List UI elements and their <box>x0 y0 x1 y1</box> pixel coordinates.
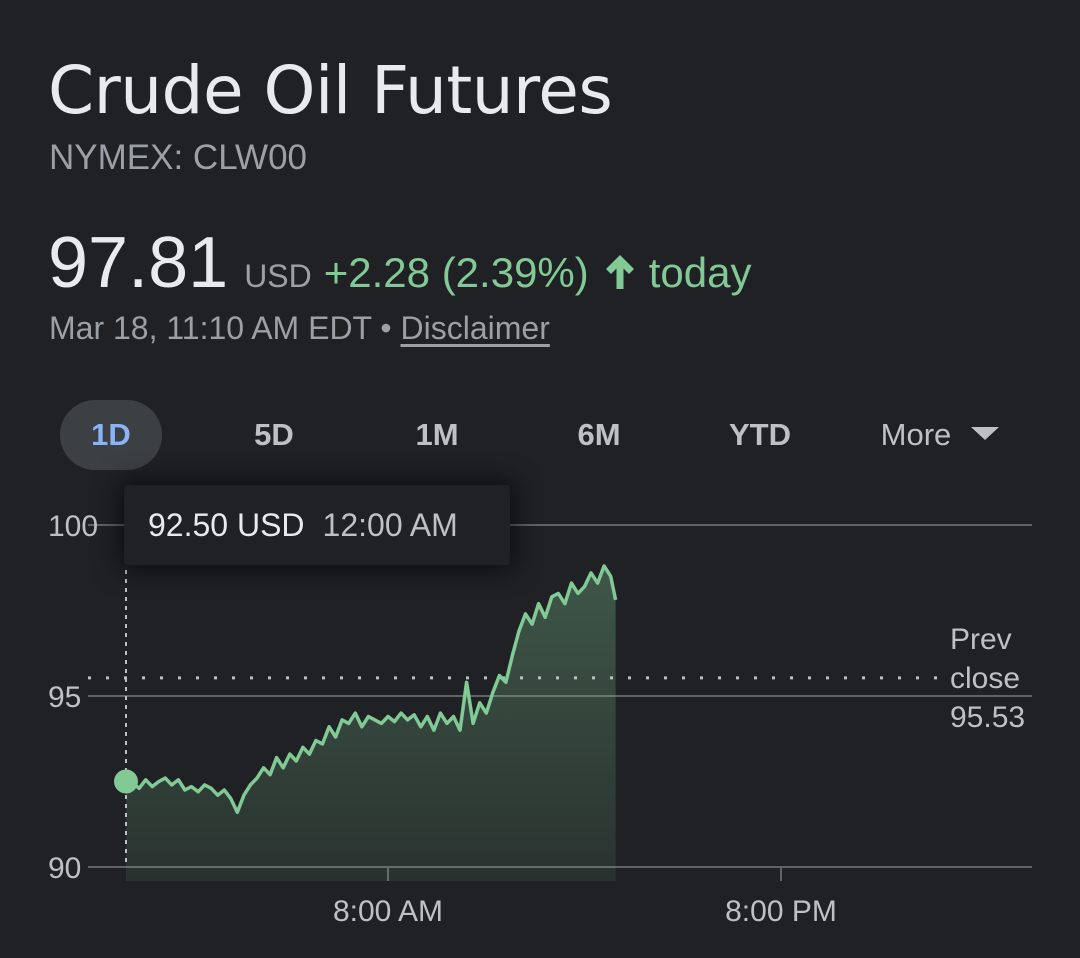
price-change: +2.28 (2.39%) <box>323 249 589 296</box>
range-tabs: 1D 5D 1M 6M YTD More <box>60 400 1020 470</box>
current-price: 97.81 <box>48 223 229 303</box>
exchange-symbol: NYMEX: CLW00 <box>49 138 308 177</box>
tab-ytd[interactable]: YTD <box>729 417 791 452</box>
more-label: More <box>880 417 952 452</box>
tooltip-time: 12:00 AM <box>322 507 458 543</box>
prev-close-label: Prev close 95.53 <box>950 620 1025 737</box>
y-tick-label: 100 <box>48 510 98 543</box>
chart-marks <box>88 564 945 867</box>
page-title: Crude Oil Futures <box>48 52 613 129</box>
meta-separator: • <box>380 310 392 346</box>
series-area <box>126 566 616 881</box>
highlight-point <box>114 769 138 794</box>
tab-5d[interactable]: 5D <box>254 417 294 452</box>
tooltip-value: 92.50 USD <box>148 507 305 543</box>
area-fill <box>126 566 616 881</box>
caret-down-icon <box>971 427 1000 441</box>
quote-meta: Mar 18, 11:10 AM EDT • Disclaimer <box>49 310 550 347</box>
price-row: 97.81 USD +2.28 (2.39%) today <box>48 222 752 304</box>
tab-1d[interactable]: 1D <box>60 400 162 470</box>
more-dropdown[interactable]: More <box>860 400 1020 470</box>
change-period: today <box>648 249 752 296</box>
tab-1m[interactable]: 1M <box>415 417 459 452</box>
y-tick-label: 95 <box>48 681 81 714</box>
quote-timestamp: Mar 18, 11:10 AM EDT <box>49 310 372 346</box>
prev-close-value: 95.53 <box>950 701 1026 734</box>
disclaimer-link[interactable]: Disclaimer <box>400 310 550 346</box>
y-tick-label: 90 <box>48 852 81 885</box>
x-tick-label: 8:00 AM <box>333 895 443 928</box>
prev-close-line2: close <box>950 662 1021 695</box>
arrow-up-icon <box>603 253 637 291</box>
axis-labels: 100 95 90 8:00 AM 8:00 PM <box>48 510 837 928</box>
currency-label: USD <box>244 258 312 294</box>
series-line <box>125 564 618 815</box>
chart-tooltip: 92.50 USD 12:00 AM <box>124 485 510 565</box>
x-tick-label: 8:00 PM <box>725 895 837 928</box>
tab-6m[interactable]: 6M <box>577 417 621 452</box>
prev-close-line1: Prev <box>950 623 1012 656</box>
